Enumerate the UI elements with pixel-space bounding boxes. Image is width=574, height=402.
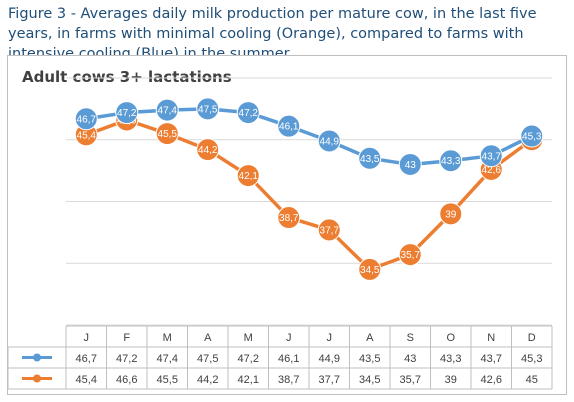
data-label: 38,7 <box>279 213 299 224</box>
table-value: 44,2 <box>197 374 218 386</box>
data-point <box>358 257 382 281</box>
table-value: 43,7 <box>481 353 502 365</box>
table-value: 42,6 <box>481 374 502 386</box>
table-value: 34,5 <box>359 374 380 386</box>
data-point <box>236 101 260 125</box>
x-category-label: D <box>528 332 536 344</box>
table-value: 47,2 <box>238 353 259 365</box>
series-line <box>85 107 533 167</box>
data-point <box>479 144 503 168</box>
chart-area: Adult cows 3+ lactations J F M A M J J A S O N D 46,… <box>7 55 567 395</box>
table-value: 45,3 <box>521 353 542 365</box>
table-value: 37,7 <box>319 374 340 386</box>
data-label: 42,6 <box>482 165 502 176</box>
data-label: 43,5 <box>360 154 380 165</box>
data-label: 43,7 <box>482 151 502 162</box>
chart-title: Adult cows 3+ lactations <box>22 68 232 86</box>
table-value: 45 <box>526 374 538 386</box>
data-point <box>74 107 98 131</box>
data-label: 44,2 <box>198 145 218 156</box>
data-point <box>317 218 341 242</box>
data-point <box>398 152 422 176</box>
data-point <box>520 124 544 148</box>
table-value: 46,7 <box>76 353 97 365</box>
data-point <box>236 164 260 188</box>
table-value: 42,1 <box>238 374 259 386</box>
data-point <box>277 206 301 230</box>
data-label: 47,2 <box>117 108 137 119</box>
data-label: 47,2 <box>239 108 259 119</box>
data-label: 46,1 <box>279 122 299 133</box>
line-chart: J F M A M J J A S O N D 46,7 47,2 47,4 47,5 47,2 46,1 44,9… <box>8 77 553 390</box>
data-point <box>155 98 179 122</box>
data-point <box>115 101 139 125</box>
table-value: 43 <box>404 353 416 365</box>
x-category-label: M <box>163 332 172 344</box>
legend-key-marker <box>33 353 41 362</box>
data-label: 45,4 <box>77 130 97 141</box>
x-category-label: S <box>407 332 414 344</box>
table-value: 38,7 <box>278 374 299 386</box>
data-point <box>439 149 463 173</box>
data-label: 39 <box>445 209 457 220</box>
x-category-label: N <box>487 332 495 344</box>
x-category-label: A <box>204 332 212 344</box>
data-label: 47,5 <box>198 104 218 115</box>
data-label: 46,7 <box>77 114 97 125</box>
data-point <box>277 114 301 138</box>
data-label: 44,9 <box>320 136 340 147</box>
table-value: 47,5 <box>197 353 218 365</box>
data-point <box>155 122 179 146</box>
table-value: 47,2 <box>116 353 137 365</box>
x-category-label: J <box>84 332 90 344</box>
data-label: 47,4 <box>158 106 178 117</box>
data-label: 45,5 <box>158 129 178 140</box>
table-value: 46,1 <box>278 353 299 365</box>
x-category-label: J <box>327 332 333 344</box>
table-value: 45,4 <box>76 374 97 386</box>
x-category-label: F <box>123 332 130 344</box>
table-value: 47,4 <box>157 353 178 365</box>
table-value: 39 <box>445 374 457 386</box>
data-label: 43 <box>405 160 417 171</box>
table-value: 43,5 <box>359 353 380 365</box>
data-label: 37,7 <box>320 225 340 236</box>
table-value: 45,5 <box>157 374 178 386</box>
x-category-label: J <box>286 332 292 344</box>
legend-key-marker <box>33 374 41 383</box>
data-label: 45,3 <box>522 132 542 143</box>
x-category-label: A <box>366 332 374 344</box>
x-category-label: M <box>244 332 253 344</box>
table-value: 44,9 <box>319 353 340 365</box>
table-value: 46,6 <box>116 374 137 386</box>
table-value: 43,3 <box>440 353 461 365</box>
data-point <box>358 146 382 170</box>
data-point <box>398 243 422 267</box>
data-label: 34,5 <box>360 265 380 276</box>
data-label: 43,3 <box>441 156 461 167</box>
data-label: 42,1 <box>239 171 259 182</box>
data-point <box>196 97 220 121</box>
table-value: 35,7 <box>400 374 421 386</box>
data-label: 35,7 <box>401 250 421 261</box>
data-point <box>317 129 341 153</box>
series-line <box>85 118 533 272</box>
data-point <box>196 138 220 162</box>
x-category-label: O <box>446 332 455 344</box>
data-point <box>439 202 463 226</box>
